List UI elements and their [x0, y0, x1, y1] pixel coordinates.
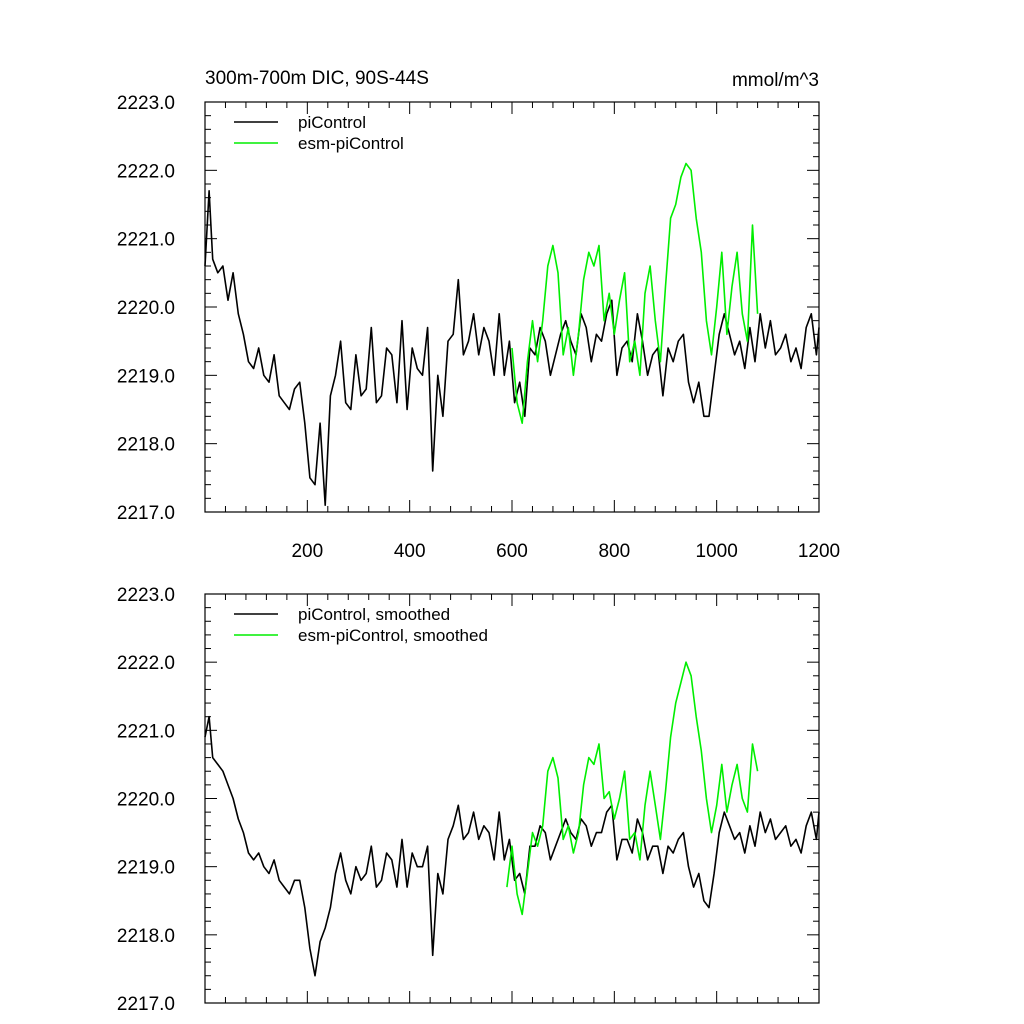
y-tick-label: 2223.0 — [117, 585, 175, 606]
y-tick-label: 2218.0 — [117, 926, 175, 947]
top-series — [204, 162, 820, 507]
bottom-x-axis — [204, 594, 820, 1003]
y-tick-label: 2218.0 — [117, 435, 175, 456]
legend-label-esm-picontrol-smoothed: esm-piControl, smoothed — [298, 626, 488, 645]
bottom-y-axis: 2217.0 2218.0 2219.0 2220.0 2221.0 2222.0 2223… — [117, 585, 819, 1015]
y-tick-label: 2219.0 — [117, 858, 175, 879]
units-label: mmol/m^3 — [732, 70, 819, 91]
x-tick-label: 600 — [496, 541, 528, 562]
y-tick-label: 2221.0 — [117, 721, 175, 742]
y-tick-label: 2220.0 — [117, 790, 175, 811]
y-tick-label: 2222.0 — [117, 161, 175, 182]
y-tick-label: 2220.0 — [117, 298, 175, 319]
y-tick-label: 2217.0 — [117, 994, 175, 1015]
series-line-picontrol-smoothed — [204, 715, 820, 977]
x-tick-label: 1000 — [696, 541, 738, 562]
x-tick-label: 400 — [394, 541, 426, 562]
bottom-plot-frame — [204, 593, 820, 1004]
series-line-picontrol — [204, 190, 820, 507]
y-tick-label: 2222.0 — [117, 653, 175, 674]
bottom-panel: 2217.0 2218.0 2219.0 2220.0 2221.0 2222.0 2223… — [117, 585, 820, 1015]
series-line-esm-picontrol — [511, 162, 759, 425]
series-line-esm-picontrol-smoothed — [506, 661, 759, 916]
legend-label-picontrol: piControl — [298, 113, 366, 132]
y-tick-label: 2223.0 — [117, 93, 175, 114]
chart-title: 300m-700m DIC, 90S-44S — [205, 68, 429, 89]
y-tick-label: 2217.0 — [117, 503, 175, 524]
y-tick-label: 2221.0 — [117, 230, 175, 251]
top-y-axis: 2217.0 2218.0 2219.0 2220.0 2221.0 2222.0 2223… — [117, 93, 819, 524]
x-tick-label: 1200 — [798, 541, 840, 562]
top-panel: 300m-700m DIC, 90S-44S mmol/m^3 2217.022… — [117, 68, 840, 562]
y-tick-label: 2219.0 — [117, 366, 175, 387]
legend-label-picontrol-smoothed: piControl, smoothed — [298, 605, 450, 624]
top-legend: piControl esm-piControl — [234, 113, 404, 153]
legend-label-esm-picontrol: esm-piControl — [298, 134, 404, 153]
bottom-series — [204, 661, 820, 977]
top-x-axis: 200 400 600 800 1000 1200 — [204, 102, 840, 562]
x-tick-label: 800 — [598, 541, 630, 562]
bottom-legend: piControl, smoothed esm-piControl, smoot… — [234, 605, 488, 645]
x-tick-label: 200 — [291, 541, 323, 562]
top-plot-frame — [204, 101, 820, 513]
